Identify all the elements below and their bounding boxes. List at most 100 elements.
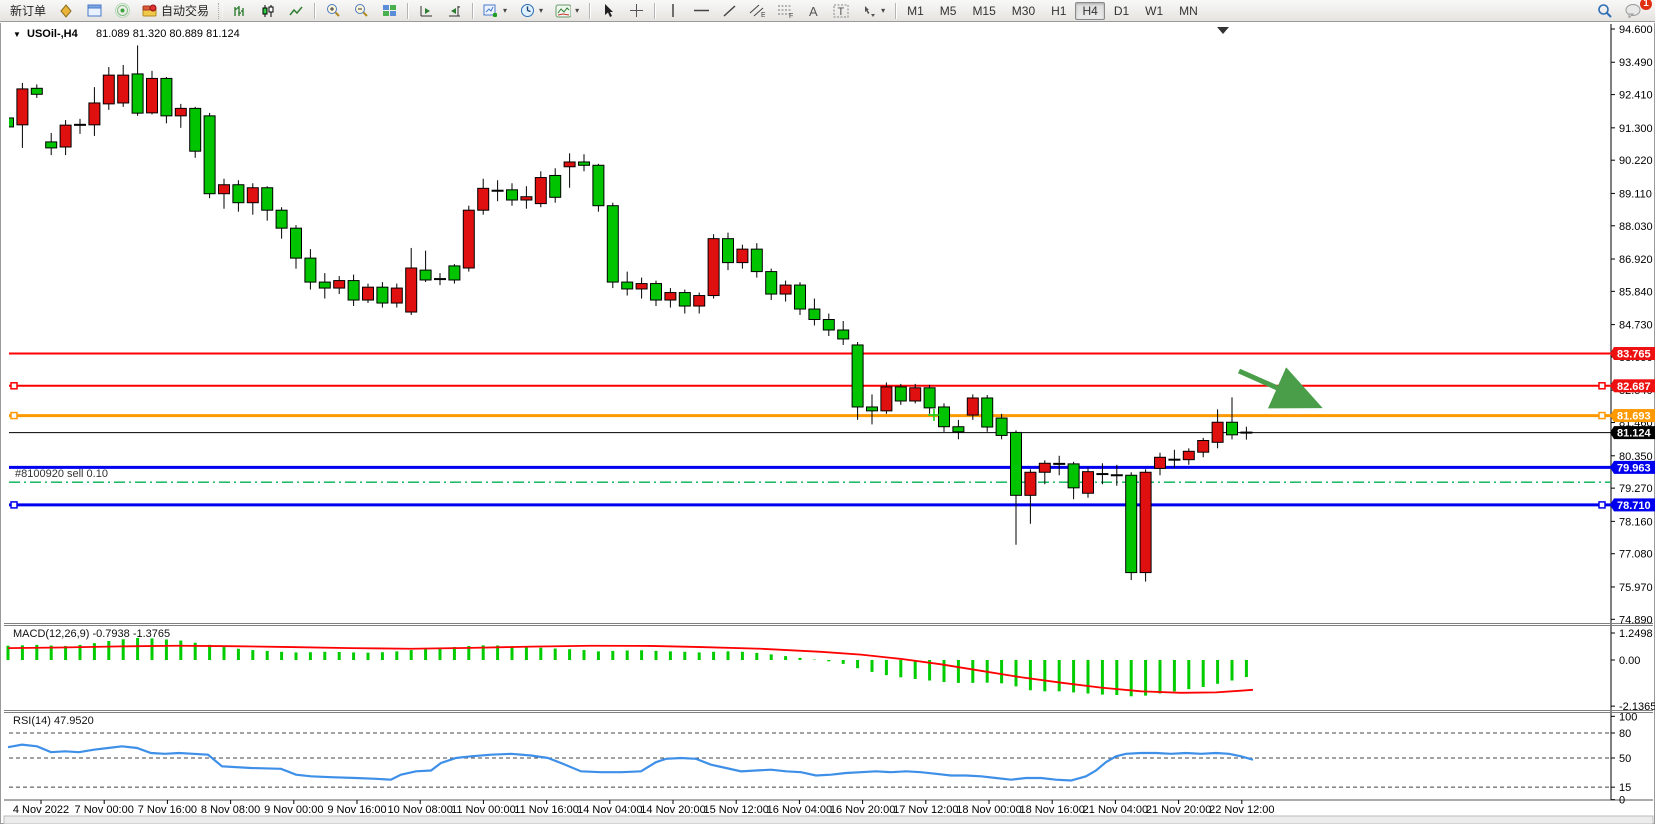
cursor-tool-button[interactable] <box>594 1 622 21</box>
channel-tool[interactable]: E <box>743 1 771 21</box>
bear-candle <box>1125 474 1138 574</box>
trendline-tool[interactable] <box>715 1 743 21</box>
bear-candle <box>45 141 58 149</box>
line-handle[interactable] <box>10 411 18 420</box>
order-line-label: #8100920 sell 0.10 <box>15 468 108 480</box>
trend-arrow-annotation[interactable] <box>1237 367 1323 409</box>
equidistant-channel-icon: E <box>749 3 765 19</box>
bull-candle <box>736 248 749 264</box>
new-chart-button[interactable]: ▾ <box>477 1 513 21</box>
svg-text:0.00: 0.00 <box>1619 655 1640 667</box>
chart-shift-button[interactable] <box>440 1 468 21</box>
horizontal-lines[interactable] <box>9 352 1611 509</box>
svg-text:-2.1365: -2.1365 <box>1619 701 1655 713</box>
date-label: 11 Nov 00:00 <box>451 804 516 816</box>
zoom-in-button[interactable] <box>319 1 347 21</box>
bear-candle <box>376 286 389 304</box>
chart-symbol-title: USOil-,H4 <box>27 28 79 40</box>
date-label: 21 Nov 04:00 <box>1083 804 1148 816</box>
gold-diamond-icon <box>58 3 74 19</box>
line-handle[interactable] <box>10 501 18 509</box>
cursor-icon <box>600 3 616 19</box>
auto-scroll-icon <box>418 3 434 19</box>
shift-marker-triangle[interactable] <box>1217 27 1229 34</box>
line-handle[interactable] <box>1598 501 1606 509</box>
date-label: 15 Nov 12:00 <box>703 804 768 816</box>
svg-text:80: 80 <box>1619 728 1631 740</box>
line-chart-mode-button[interactable] <box>282 1 310 21</box>
search-button[interactable] <box>1591 1 1619 21</box>
horizontal-line-tool[interactable] <box>687 1 715 21</box>
period-button[interactable]: ▾ <box>513 1 549 21</box>
macd-signal-line <box>7 644 1254 694</box>
bar-chart-mode-button[interactable] <box>226 1 254 21</box>
price-axis[interactable]: 94.600 93.490 92.410 91.300 90.220 89.110 88.0… <box>1611 24 1653 626</box>
new-order-button[interactable]: 新订单 <box>4 1 52 21</box>
status-strip <box>3 815 1654 824</box>
timeframe-d1[interactable]: D1 <box>1113 3 1130 18</box>
svg-text:90.220: 90.220 <box>1619 155 1653 167</box>
toolbar-separator <box>589 2 591 19</box>
price-chart[interactable]: 94.600 93.490 92.410 91.300 90.220 89.110 88.0… <box>1 23 1655 824</box>
auto-scroll-button[interactable] <box>412 1 440 21</box>
date-label: 18 Nov 16:00 <box>1019 804 1084 816</box>
macd-panel: 1.2498 0.00 -2.1365 MACD(12,26,9) -0.7938 -… <box>6 628 1655 713</box>
bear-candle <box>650 283 662 301</box>
timeframe-w1[interactable]: W1 <box>1145 3 1164 18</box>
bear-candle <box>678 292 691 307</box>
signal-button[interactable] <box>108 1 136 21</box>
candle-chart-mode-button[interactable] <box>254 1 282 21</box>
svg-text:82.687: 82.687 <box>1617 381 1651 393</box>
text-label-tool[interactable]: T <box>827 1 855 21</box>
new-order-label: 新订单 <box>10 4 47 18</box>
timeframe-h4[interactable]: H4 <box>1075 1 1105 20</box>
crosshair-tool-button[interactable] <box>622 1 650 21</box>
chart-ohlc-readout: 81.089 81.320 80.889 81.124 <box>96 28 240 40</box>
bull-candle <box>1038 462 1051 473</box>
text-tool[interactable]: A <box>799 1 827 21</box>
bear-candle <box>1010 431 1022 496</box>
one-click-arrow[interactable]: ▼ <box>13 30 21 39</box>
bear-candle <box>822 319 835 331</box>
chevron-down-icon: ▾ <box>881 6 886 15</box>
svg-text:79.963: 79.963 <box>1617 462 1651 474</box>
bear-candle <box>30 87 43 95</box>
arrows-tool[interactable]: ▾ <box>855 1 891 21</box>
bear-candle <box>894 386 907 402</box>
bull-candle <box>635 283 648 290</box>
timeframe-m15[interactable]: M15 <box>972 3 996 18</box>
date-label: 16 Nov 04:00 <box>767 804 832 816</box>
line-handle[interactable] <box>1598 411 1606 420</box>
date-label: 18 Nov 00:00 <box>956 804 1021 816</box>
timeframe-h1[interactable]: H1 <box>1051 3 1067 18</box>
bear-candle <box>722 238 734 264</box>
toolbar-separator <box>895 2 897 19</box>
bear-candle <box>189 107 202 152</box>
tile-windows-button[interactable] <box>375 1 403 21</box>
bull-candle <box>462 209 475 269</box>
svg-text:79.270: 79.270 <box>1619 483 1653 495</box>
timeframe-m30[interactable]: M30 <box>1011 3 1036 18</box>
vertical-line-tool[interactable] <box>659 1 687 21</box>
bear-candle <box>952 426 965 433</box>
terminal-window-button[interactable] <box>80 1 108 21</box>
timeframe-mn[interactable]: MN <box>1179 3 1198 18</box>
svg-text:15: 15 <box>1619 782 1631 794</box>
window-icon <box>86 3 102 19</box>
zoom-out-button[interactable] <box>347 1 375 21</box>
timeframe-m1[interactable]: M1 <box>907 3 924 18</box>
timeframe-m5[interactable]: M5 <box>939 3 957 18</box>
indicators-button[interactable]: ▾ <box>549 1 585 21</box>
market-watch-button[interactable] <box>52 1 80 21</box>
line-handle[interactable] <box>10 382 18 390</box>
bull-candle <box>1182 450 1195 461</box>
auto-trading-button[interactable]: 自动交易 <box>136 1 215 21</box>
bull-candle <box>707 238 720 297</box>
fibonacci-tool[interactable]: F <box>771 1 799 21</box>
notifications-button[interactable]: 1 <box>1619 0 1652 21</box>
bull-candle <box>88 102 101 126</box>
bear-candle <box>938 406 950 428</box>
channel-letter: E <box>761 12 765 18</box>
line-handle[interactable] <box>1598 382 1606 390</box>
time-axis[interactable]: 4 Nov 2022 7 Nov 00:00 7 Nov 16:00 8 Nov 08… <box>13 800 1275 816</box>
